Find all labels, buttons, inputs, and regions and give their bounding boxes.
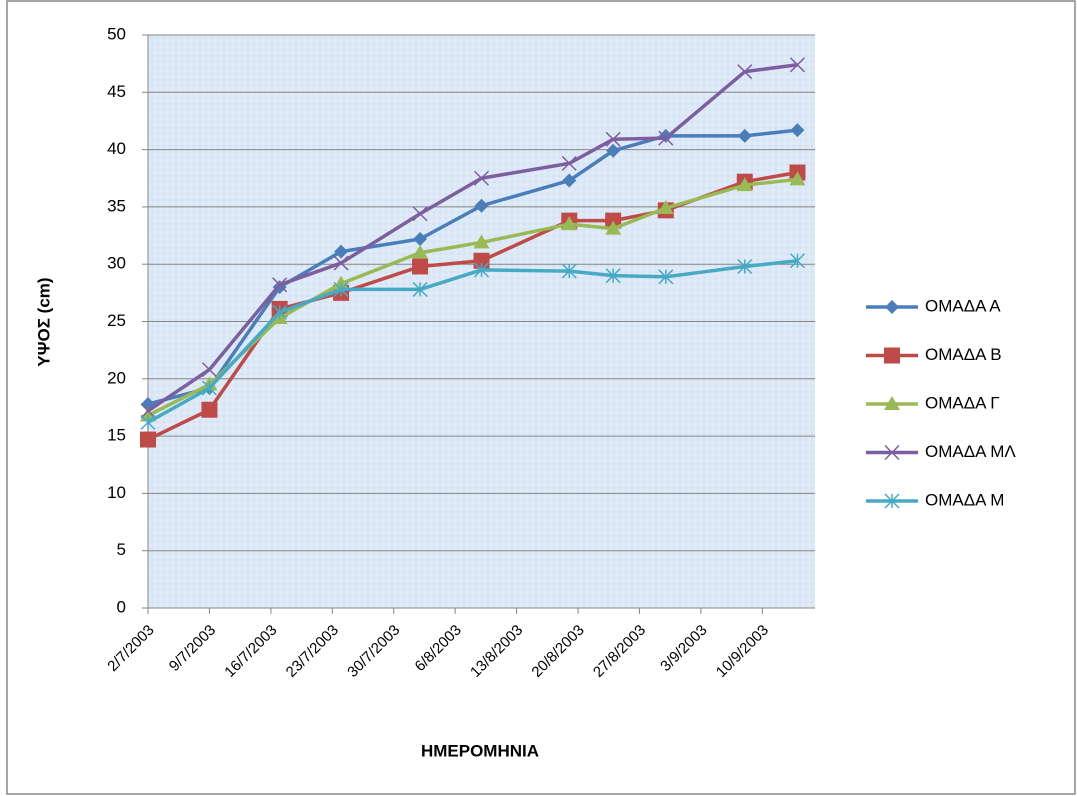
marker [562, 173, 577, 188]
y-tick-label: 10 [107, 483, 126, 502]
marker [412, 281, 428, 297]
marker [737, 64, 753, 80]
marker [789, 253, 805, 269]
marker [884, 493, 900, 509]
marker [412, 244, 429, 259]
marker [884, 396, 900, 410]
marker [736, 177, 753, 192]
y-tick-label: 5 [117, 540, 126, 559]
marker [561, 216, 578, 231]
marker [884, 444, 900, 461]
y-tick-label: 45 [107, 82, 126, 101]
legend-label: ΟΜΑΔΑ Γ [925, 393, 1000, 412]
marker [605, 268, 621, 284]
marker [789, 171, 806, 186]
marker [737, 258, 753, 275]
marker [140, 431, 156, 448]
legend-label: ΟΜΑΔΑ Α [925, 296, 1001, 315]
y-axis-label: ΥΨΟΣ (cm) [34, 277, 53, 366]
marker [272, 277, 288, 293]
legend-label: ΟΜΑΔΑ ΜΛ [925, 442, 1016, 461]
marker [334, 244, 349, 259]
marker [474, 198, 489, 213]
marker [201, 362, 217, 378]
y-tick-label: 35 [107, 196, 126, 215]
y-tick-label: 0 [117, 597, 126, 616]
y-tick-label: 40 [107, 139, 126, 158]
marker [412, 258, 429, 275]
legend-label: ΟΜΑΔΑ Β [925, 345, 1002, 364]
marker [789, 57, 805, 73]
marker [884, 347, 900, 364]
marker [412, 206, 428, 222]
marker [140, 403, 156, 419]
marker [605, 212, 622, 229]
marker [605, 131, 621, 147]
marker [473, 234, 490, 249]
marker [658, 130, 674, 146]
y-tick-label: 50 [107, 24, 126, 43]
marker [658, 269, 674, 285]
y-tick-label: 30 [107, 254, 126, 273]
marker [737, 128, 752, 143]
x-axis-label: ΗΜΕΡΟΜΗΝΙΑ [421, 741, 539, 760]
marker [605, 220, 622, 235]
marker [473, 170, 490, 186]
marker [333, 281, 349, 297]
marker [561, 263, 577, 279]
marker [561, 155, 577, 171]
y-tick-label: 25 [107, 311, 126, 330]
marker [201, 380, 217, 396]
y-tick-label: 20 [107, 368, 126, 387]
marker [657, 200, 674, 215]
y-tick-label: 15 [107, 426, 126, 445]
marker [272, 304, 288, 320]
marker [140, 414, 156, 430]
marker [473, 252, 490, 269]
legend-label: ΟΜΑΔΑ Μ [925, 490, 1004, 509]
marker [473, 262, 490, 278]
marker [201, 401, 218, 418]
marker [885, 300, 899, 314]
marker [790, 123, 805, 138]
marker [333, 255, 349, 271]
marker [606, 143, 621, 158]
marker [413, 231, 428, 246]
